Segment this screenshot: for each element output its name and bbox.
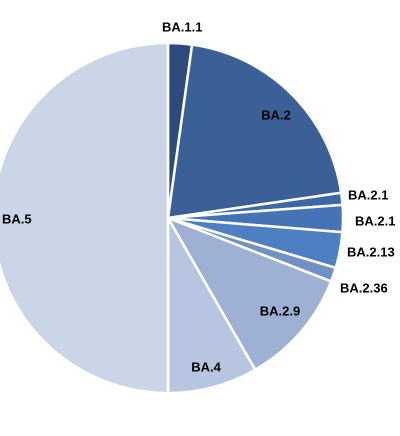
pie-slice <box>166 213 257 395</box>
slice-label: BA.4 <box>191 359 221 374</box>
slice-label: BA.2.36 <box>340 280 388 295</box>
slice-label: BA.2.1 <box>348 187 388 202</box>
slice-label: BA.1.1 <box>162 19 202 34</box>
slice-label: BA.5 <box>2 211 32 226</box>
pie-slice <box>0 41 170 395</box>
slice-label: BA.2.1 <box>355 213 395 228</box>
pie-slice <box>166 43 343 220</box>
slice-label: BA.2 <box>261 107 291 122</box>
slice-label: BA.2.9 <box>260 303 300 318</box>
pie-slice <box>165 215 333 372</box>
slice-label: BA.2.13 <box>347 244 395 259</box>
